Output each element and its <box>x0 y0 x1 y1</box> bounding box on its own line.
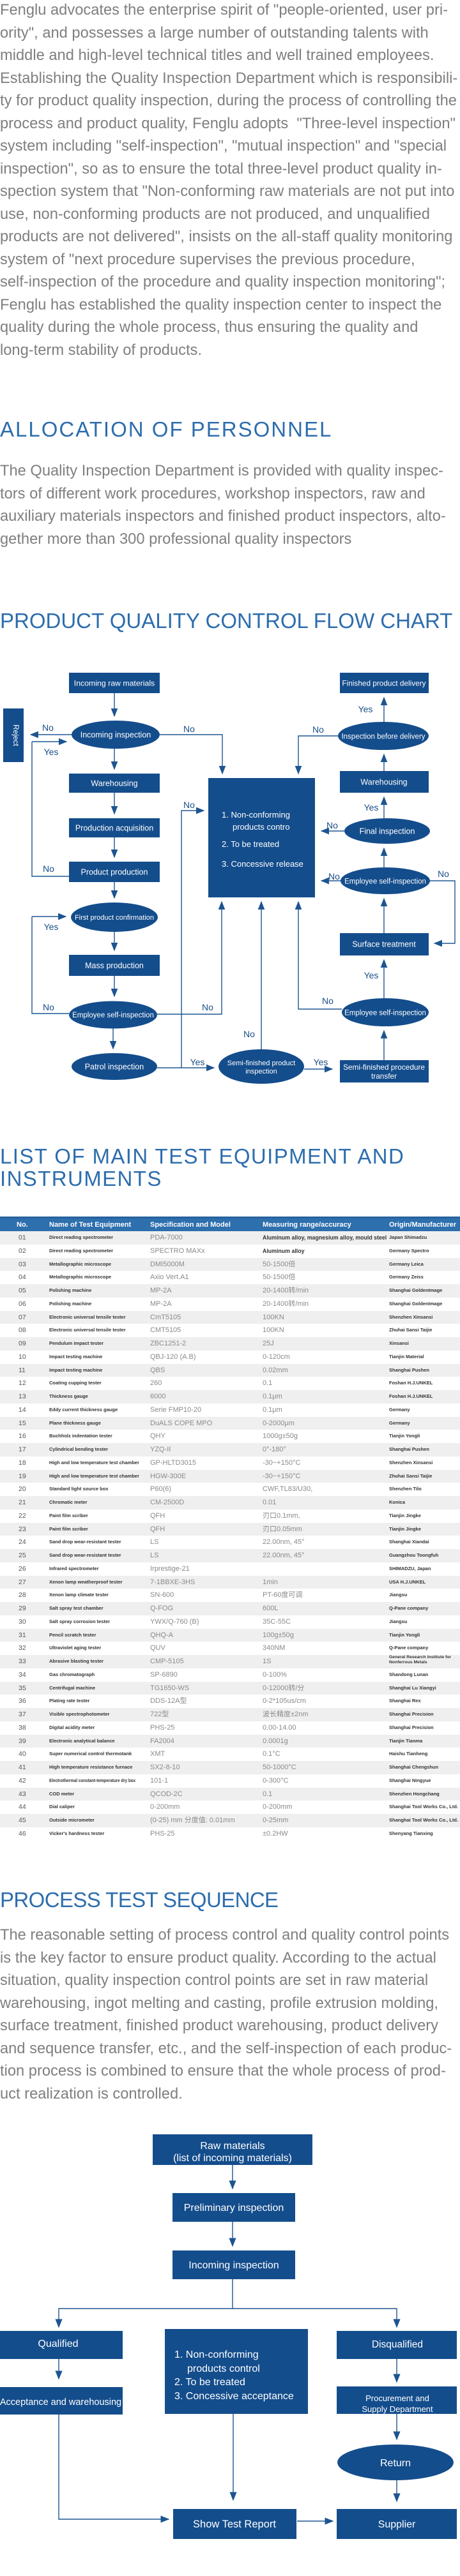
svg-text:Incoming inspection: Incoming inspection <box>80 731 151 740</box>
svg-text:Return: Return <box>380 2458 411 2469</box>
svg-text:Yes: Yes <box>364 970 379 980</box>
svg-text:No: No <box>326 820 338 830</box>
svg-text:Semi-finished product: Semi-finished product <box>227 1060 295 1067</box>
svg-text:No: No <box>43 1002 54 1012</box>
svg-text:Production acquisition: Production acquisition <box>75 824 153 833</box>
svg-text:No: No <box>43 864 54 874</box>
svg-text:Qualified: Qualified <box>38 2339 78 2349</box>
svg-text:No: No <box>243 1029 255 1039</box>
svg-text:No: No <box>328 871 340 881</box>
svg-text:(list of incoming materials): (list of incoming materials) <box>173 2153 292 2164</box>
svg-text:No: No <box>202 1002 213 1012</box>
svg-text:Incoming inspection: Incoming inspection <box>188 2260 279 2271</box>
svg-text:Yes: Yes <box>314 1057 328 1067</box>
svg-text:Mass production: Mass production <box>85 961 144 970</box>
svg-text:Inspection before delivery: Inspection before delivery <box>341 733 425 741</box>
svg-text:products control: products control <box>187 2363 260 2374</box>
svg-text:2. To be treated: 2. To be treated <box>222 839 279 849</box>
svg-text:3. Concessive acceptance: 3. Concessive acceptance <box>174 2391 294 2402</box>
svg-text:transfer: transfer <box>371 1072 397 1081</box>
svg-text:Final inspection: Final inspection <box>360 827 415 836</box>
svg-text:No: No <box>42 723 54 733</box>
svg-text:No: No <box>312 724 324 735</box>
svg-text:Semi-finished procedure: Semi-finished procedure <box>343 1063 425 1072</box>
svg-text:Product production: Product production <box>81 868 148 877</box>
svg-text:2. To be treated: 2. To be treated <box>174 2377 245 2388</box>
svg-text:Procurement and: Procurement and <box>365 2393 429 2403</box>
svg-text:No: No <box>183 800 195 810</box>
svg-text:Yes: Yes <box>44 922 59 932</box>
svg-text:Reject: Reject <box>12 724 20 747</box>
svg-text:Employee self-inspection: Employee self-inspection <box>344 878 426 886</box>
svg-text:Yes: Yes <box>190 1057 205 1067</box>
svg-text:No: No <box>183 724 195 734</box>
svg-text:Surface treatment: Surface treatment <box>352 940 416 949</box>
svg-text:Supply Department: Supply Department <box>362 2404 433 2414</box>
svg-text:Yes: Yes <box>44 747 59 757</box>
svg-text:No: No <box>322 996 334 1006</box>
svg-text:Supplier: Supplier <box>378 2519 416 2530</box>
svg-text:Incoming raw materials: Incoming raw materials <box>74 679 155 688</box>
svg-text:Acceptance and warehousing: Acceptance and warehousing <box>0 2397 121 2408</box>
svg-text:Employee self-inspection: Employee self-inspection <box>72 1012 154 1019</box>
svg-text:1. Non-conforming: 1. Non-conforming <box>222 810 290 820</box>
svg-text:Warehousing: Warehousing <box>91 779 137 788</box>
svg-text:Employee self-inspection: Employee self-inspection <box>344 1010 426 1017</box>
svg-text:inspection: inspection <box>245 1068 277 1075</box>
svg-text:Disqualified: Disqualified <box>372 2339 423 2350</box>
svg-text:products contro: products contro <box>233 822 290 832</box>
svg-text:Patrol inspection: Patrol inspection <box>85 1063 144 1072</box>
svg-text:1. Non-conforming: 1. Non-conforming <box>174 2349 259 2360</box>
svg-text:No: No <box>438 869 449 879</box>
svg-text:Show Test Report: Show Test Report <box>193 2519 276 2530</box>
svg-text:First product confirmation: First product confirmation <box>75 914 154 922</box>
svg-text:Raw materials: Raw materials <box>200 2141 264 2152</box>
svg-text:Yes: Yes <box>364 802 379 812</box>
svg-text:Preliminary inspection: Preliminary inspection <box>184 2203 284 2213</box>
svg-text:Finished product delivery: Finished product delivery <box>342 679 425 688</box>
svg-text:Yes: Yes <box>358 704 373 714</box>
svg-text:3. Concessive release: 3. Concessive release <box>222 859 303 869</box>
svg-text:Warehousing: Warehousing <box>360 778 407 787</box>
